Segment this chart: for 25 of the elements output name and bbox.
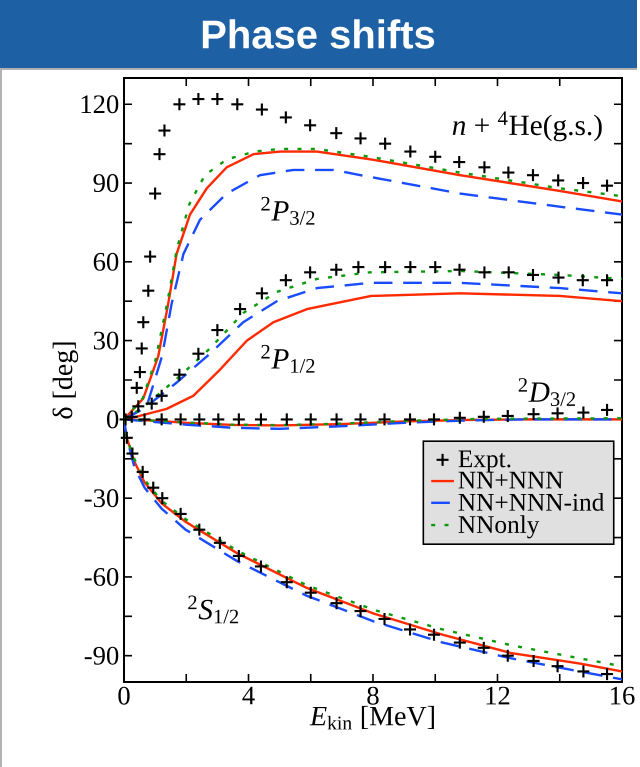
annotation: n + $^{4}$He(g.s.) [452, 111, 602, 142]
y-tick-label: 120 [82, 95, 118, 114]
y-tick-label: -90 [84, 646, 118, 665]
y-tick-label: 30 [94, 332, 118, 350]
x-axis-title: E$_{kin}$ [MeV] [310, 706, 434, 730]
legend-label: NN+NNN [458, 472, 564, 488]
annotation: $^{2}$P$_{3/2}$ [261, 196, 315, 225]
x-tick-label: 0 [118, 686, 130, 705]
x-tick-label: 8 [367, 686, 379, 705]
y-axis-title: δ [deg] [52, 342, 78, 419]
legend-label: Expt. [458, 450, 510, 473]
y-tick-label: 60 [94, 252, 118, 271]
y-tick-label: 0 [107, 410, 118, 428]
x-tick-label: 12 [486, 686, 510, 704]
y-tick-label: -30 [84, 489, 118, 508]
y-tick-label: 90 [94, 174, 118, 192]
chart-title: Phase shifts [202, 19, 434, 49]
x-tick-label: 4 [242, 686, 255, 704]
annotation: $^{2}$D$_{3/2}$ [518, 378, 576, 406]
legend-label: NNonly [458, 515, 540, 538]
x-tick-label: 16 [611, 686, 635, 705]
annotation: $^{2}$S$_{1/2}$ [188, 596, 238, 624]
y-tick-label: -60 [84, 568, 118, 586]
legend-label: NN+NNN-ind [458, 493, 604, 511]
annotation: $^{2}$P$_{1/2}$ [261, 344, 315, 373]
